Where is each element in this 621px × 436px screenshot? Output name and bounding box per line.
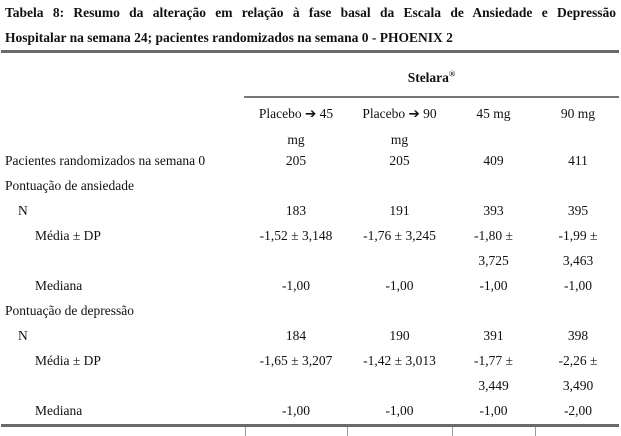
table-cell: 191 [389, 203, 410, 218]
row-label: Média ± DP [35, 228, 101, 243]
row-label: Pontuação de ansiedade [5, 178, 134, 193]
table-cell: -1,42 ± 3,013 [363, 353, 436, 368]
table-cell [245, 173, 347, 198]
table-cell [452, 298, 535, 323]
column-header-45mg: 45 mg [476, 106, 511, 121]
table-cell: 184 [285, 328, 307, 343]
row-label: N [18, 328, 28, 343]
table-cell: -1,00 [479, 403, 508, 418]
column-border-tick [452, 425, 453, 436]
table-cell: -1,80 ± 3,725 [474, 228, 513, 268]
row-label: N [18, 203, 28, 218]
table-cell: -2,00 [563, 403, 593, 418]
table-cell: 190 [389, 328, 410, 343]
table-cell: -1,00 [479, 278, 508, 293]
group-header-underline [244, 96, 619, 98]
table-cell: 205 [285, 153, 307, 168]
column-border-tick [535, 425, 536, 436]
column-header-90mg: 90 mg [560, 106, 596, 121]
table-caption-line1: Tabela 8: Resumo da alteração em relação… [5, 5, 616, 20]
table-cell [347, 173, 452, 198]
table-bottom-rule [1, 424, 619, 427]
table-cell: 205 [389, 153, 410, 168]
table-cell: 411 [568, 153, 588, 168]
table-cell: -1,77 ± 3,449 [474, 353, 513, 393]
table-cell [245, 298, 347, 323]
row-label: Pontuação de depressão [5, 303, 134, 318]
table-body: Pacientes randomizados na semana 0 205 2… [0, 148, 621, 423]
table-cell: -2,26 ± 3,490 [558, 353, 598, 393]
brand-name: Stelara [407, 70, 449, 85]
column-border-tick [347, 425, 348, 436]
table-cell [535, 173, 621, 198]
row-label: Mediana [35, 403, 83, 418]
registered-mark-icon: ® [448, 68, 456, 79]
row-label: Média ± DP [35, 353, 101, 368]
table-cell: -1,52 ± 3,148 [259, 228, 333, 243]
table-cell: 393 [483, 203, 504, 218]
table-cell: 409 [483, 153, 504, 168]
table-cell: -1,00 [281, 403, 311, 418]
table-cell: -1,00 [563, 278, 593, 293]
table-cell: 398 [567, 328, 589, 343]
column-header-placebo-45mg: Placebo ➔ 45 mg [258, 106, 334, 147]
table-cell: -1,65 ± 3,207 [259, 353, 333, 368]
table-cell: -1,00 [385, 278, 414, 293]
table-cell: -1,00 [281, 278, 311, 293]
table-cell: -1,99 ± 3,463 [558, 228, 598, 268]
table-cell: 183 [285, 203, 307, 218]
column-border-tick [245, 425, 246, 436]
table-cell [452, 173, 535, 198]
table-cell [535, 298, 621, 323]
table-cell: 395 [567, 203, 589, 218]
treatment-group-header: Stelara® [245, 68, 618, 86]
row-label: Pacientes randomizados na semana 0 [5, 153, 206, 168]
table-caption-line2: Hospitalar na semana 24; pacientes rando… [5, 30, 453, 45]
column-header-placebo-90mg: Placebo ➔ 90 mg [362, 106, 437, 147]
row-label: Mediana [35, 278, 83, 293]
table-cell: -1,76 ± 3,245 [363, 228, 436, 243]
table-cell: -1,00 [385, 403, 414, 418]
table-cell [347, 298, 452, 323]
table-top-rule [1, 50, 619, 53]
table-cell: 391 [483, 328, 504, 343]
